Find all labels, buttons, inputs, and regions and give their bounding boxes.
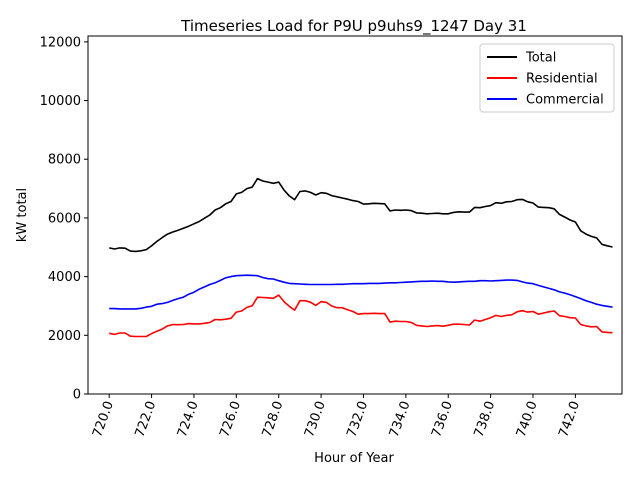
series-line-total [109, 177, 613, 253]
legend-label-total: Total [525, 51, 556, 66]
y-tick-label: 12000 [40, 35, 81, 50]
y-tick-label: 10000 [40, 94, 81, 109]
legend-label-commercial: Commercial [526, 93, 604, 108]
plot-lines [109, 177, 613, 338]
y-tick-label: 0 [73, 388, 81, 403]
y-tick-label: 6000 [48, 211, 81, 226]
y-axis-label: kW total [15, 188, 30, 242]
plot-frame [87, 35, 623, 395]
x-axis-label: Hour of Year [314, 451, 394, 466]
series-line-commercial [109, 274, 613, 310]
y-tick-label: 2000 [48, 329, 81, 344]
chart-title: Timeseries Load for P9U p9uhs9_1247 Day … [180, 17, 527, 36]
legend-box [479, 43, 615, 113]
y-axis: 0 2000 4000 6000 8000 10000 12000 [40, 35, 88, 403]
legend-label-residential: Residential [526, 72, 598, 87]
y-tick-label: 4000 [48, 270, 81, 285]
series-line-residential [109, 294, 613, 338]
y-tick-label: 8000 [48, 153, 81, 168]
legend: Total Residential Commercial [479, 43, 615, 113]
